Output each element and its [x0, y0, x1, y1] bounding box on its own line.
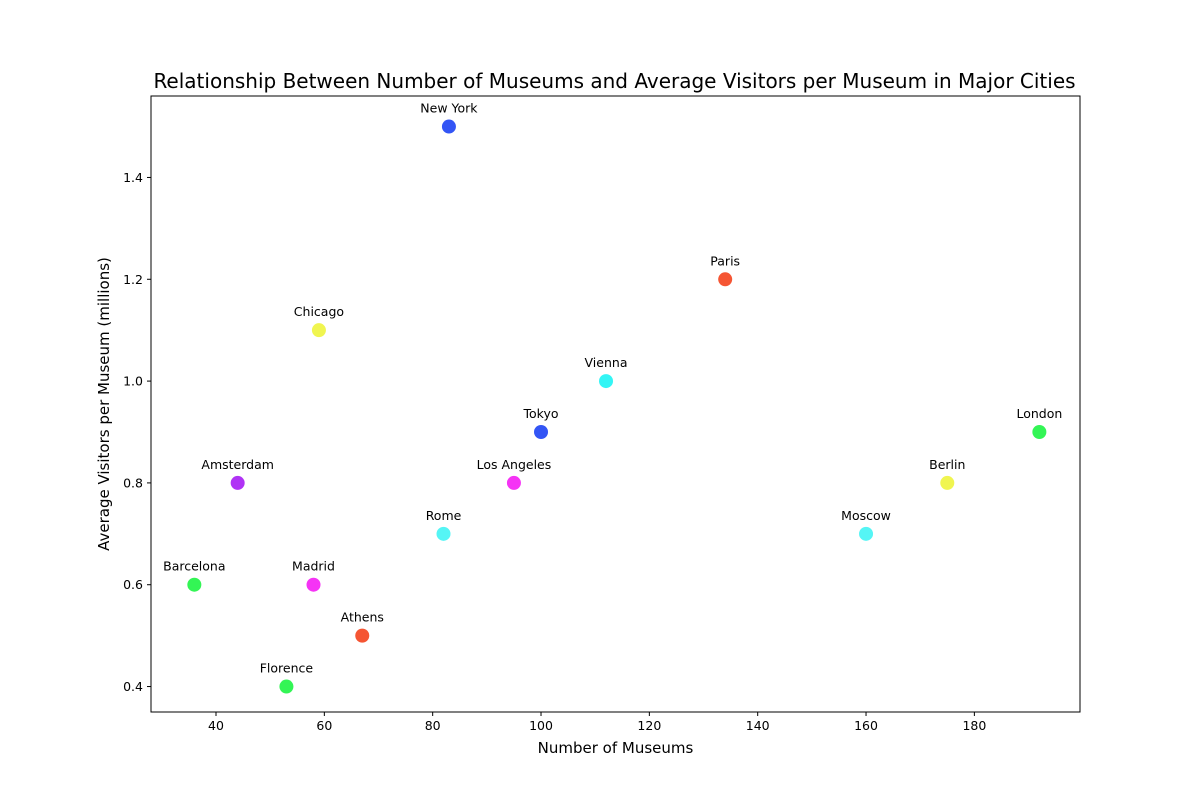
x-axis-label: Number of Museums — [538, 739, 694, 757]
x-tick-label: 80 — [425, 718, 441, 733]
data-points: New York Paris Chicago Vienna Tokyo London Ams… — [163, 101, 1062, 694]
data-point — [436, 526, 451, 541]
x-tick-label: 120 — [637, 718, 661, 733]
y-tick-label: 0.8 — [123, 475, 143, 490]
y-tick-label: 1.2 — [123, 272, 143, 287]
data-point — [441, 119, 456, 134]
x-tick-label: 160 — [854, 718, 878, 733]
data-point — [306, 577, 321, 592]
data-point — [599, 374, 614, 389]
data-point-label: Los Angeles — [477, 457, 552, 472]
x-tick-label: 40 — [208, 718, 224, 733]
data-point — [279, 679, 294, 694]
y-tick-label: 0.4 — [123, 679, 143, 694]
data-point-label: Vienna — [585, 355, 628, 370]
data-point-label: Amsterdam — [201, 457, 274, 472]
data-point — [355, 628, 370, 643]
x-tick-label: 60 — [316, 718, 332, 733]
data-point — [718, 272, 733, 287]
data-point-label: Paris — [710, 253, 740, 268]
chart-title: Relationship Between Number of Museums a… — [153, 69, 1075, 93]
data-point — [187, 577, 202, 592]
data-point-label: Florence — [260, 661, 314, 676]
data-point-label: New York — [420, 101, 478, 116]
data-point-label: Tokyo — [523, 406, 559, 421]
plot-area — [150, 95, 1081, 713]
data-point — [940, 475, 955, 490]
data-point — [1032, 425, 1047, 439]
x-tick-label: 100 — [529, 718, 553, 733]
data-point-label: London — [1016, 406, 1062, 421]
y-tick-label: 1.0 — [123, 374, 143, 389]
data-point — [506, 475, 521, 490]
data-point-label: Madrid — [292, 559, 335, 574]
y-tick-label: 1.4 — [123, 170, 143, 185]
data-point-label: Berlin — [929, 457, 965, 472]
data-point — [534, 425, 549, 439]
x-tick-label: 140 — [746, 718, 770, 733]
data-point-label: Moscow — [841, 508, 891, 523]
x-axis: 40 60 80 100 120 140 160 180 — [208, 712, 986, 733]
data-point-label: Barcelona — [163, 559, 225, 574]
data-point — [859, 526, 874, 541]
data-point — [311, 323, 326, 338]
x-tick-label: 180 — [962, 718, 986, 733]
y-axis: 0.4 0.6 0.8 1.0 1.2 1.4 — [123, 170, 151, 694]
data-point — [230, 475, 245, 490]
y-axis-label: Average Visitors per Museum (millions) — [95, 257, 113, 551]
y-tick-label: 0.6 — [123, 577, 143, 592]
data-point-label: Chicago — [294, 304, 344, 319]
data-point-label: Athens — [341, 610, 384, 625]
data-point-label: Rome — [426, 508, 462, 523]
